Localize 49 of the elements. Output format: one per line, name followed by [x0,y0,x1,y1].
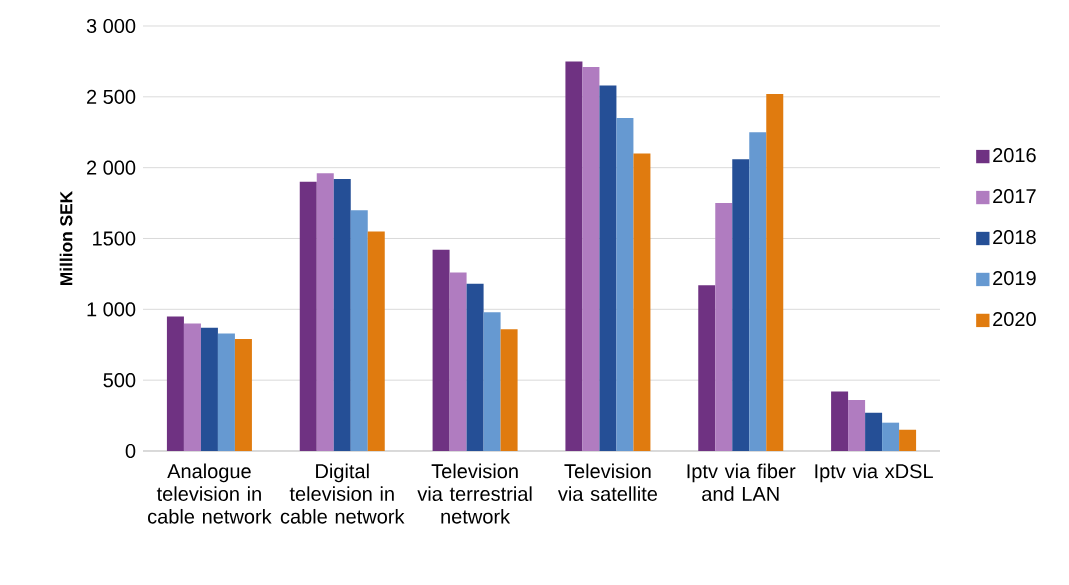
bar [367,231,385,451]
bar [899,429,917,451]
x-tick-label: Analogue television in cable network [148,463,272,524]
bar [882,422,900,451]
bar [715,203,733,451]
y-tick-label: 500 [103,373,136,388]
legend-label: 2020 [993,311,1036,327]
bar [217,333,235,451]
bar [350,210,368,451]
legend-label: 2016 [993,148,1036,163]
bar [633,153,651,451]
bar [599,85,617,451]
legend-label: 2017 [993,189,1036,204]
bar [848,400,866,451]
bar [831,391,849,451]
x-tick-label: Digital television in cable network [280,463,405,524]
bar [299,181,317,451]
bar [234,339,252,451]
bar [333,179,351,451]
bar [183,323,201,451]
bar [865,412,883,451]
y-tick-label: 3 000 [86,18,136,34]
bar [316,173,334,451]
bar [565,61,583,451]
y-tick-label: 1 000 [87,302,136,317]
y-tick-label: 1500 [93,231,136,246]
x-tick-label: Television via terrestrial network [417,463,532,524]
bar [616,118,634,451]
y-tick-label: 2 000 [87,160,136,175]
legend-label: 2019 [993,270,1036,286]
legend-label: 2018 [993,230,1036,245]
x-tick-label: Iptv via fiber and LAN [687,463,796,501]
y-tick-label: 2 500 [87,89,136,104]
bar [500,329,518,451]
bar [582,67,600,451]
bar [698,285,716,451]
bar [449,272,467,451]
bar [749,132,767,451]
bar [466,283,484,451]
y-axis-title: Million SEK [59,190,73,286]
bar [200,327,218,451]
bar [166,316,184,451]
x-tick-label: Iptv via xDSL [815,463,933,483]
bar [483,312,501,451]
x-tick-label: Television via satellite [557,463,658,501]
bar [732,159,750,451]
y-tick-label: 0 [125,443,136,459]
bar [432,249,450,451]
bar [766,93,784,451]
